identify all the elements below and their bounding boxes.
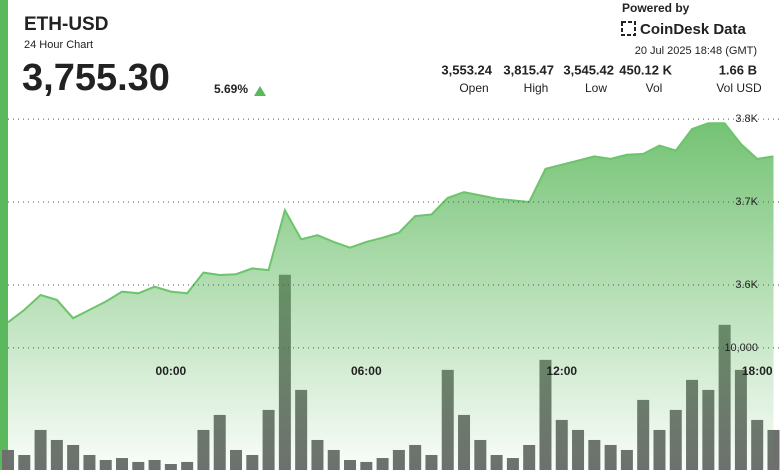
brand: CoinDesk Data bbox=[640, 21, 747, 38]
stat-label: Vol USD bbox=[716, 81, 762, 95]
x-tick-label: 12:00 bbox=[546, 364, 577, 378]
period: 24 Hour Chart bbox=[24, 39, 93, 51]
price-area bbox=[8, 123, 774, 470]
x-tick-label: 18:00 bbox=[742, 364, 773, 378]
stat-value: 1.66 B bbox=[719, 62, 757, 77]
timestamp: 20 Jul 2025 18:48 (GMT) bbox=[635, 45, 757, 57]
y-tick-label: 3.6K bbox=[735, 279, 758, 291]
price: 3,755.30 bbox=[22, 57, 170, 99]
stat-label: Vol bbox=[646, 81, 663, 95]
brand-logo bbox=[621, 21, 636, 36]
x-tick-label: 06:00 bbox=[351, 364, 382, 378]
y-tick-label: 3.7K bbox=[735, 196, 758, 208]
powered-by: Powered by bbox=[622, 1, 690, 15]
price-line bbox=[7, 122, 774, 324]
y-tick-label: 3.8K bbox=[735, 113, 758, 125]
symbol: ETH-USD bbox=[24, 14, 108, 35]
stat-value: 3,553.24 bbox=[441, 62, 492, 77]
stat-value: 450.12 K bbox=[619, 62, 672, 77]
y2-tick-label: 10,000 bbox=[724, 342, 758, 354]
accent-bar bbox=[0, 0, 8, 470]
up-arrow bbox=[254, 86, 266, 96]
x-tick-label: 00:00 bbox=[156, 364, 187, 378]
stat-label: Low bbox=[585, 81, 607, 95]
change: 5.69% bbox=[214, 82, 248, 96]
stat-value: 3,545.42 bbox=[563, 62, 614, 77]
stat-label: Open bbox=[459, 81, 488, 95]
stat-value: 3,815.47 bbox=[503, 62, 554, 77]
stat-label: High bbox=[524, 81, 549, 95]
